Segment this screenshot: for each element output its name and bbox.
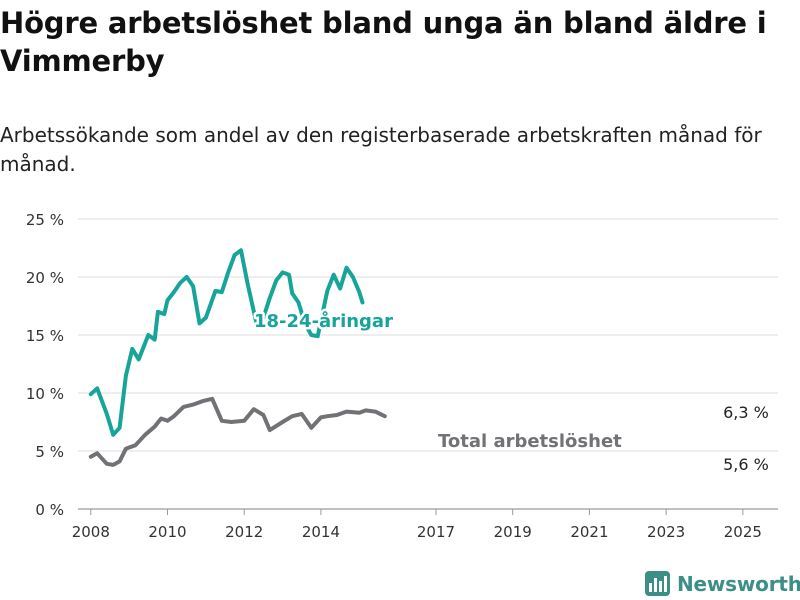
x-tick-label: 2008	[72, 523, 110, 541]
y-tick-label: 0 %	[35, 501, 64, 519]
chart-subtitle: Arbetssökande som andel av den registerb…	[0, 123, 762, 176]
x-tick-label: 2021	[570, 523, 608, 541]
chart-title: Högre arbetslöshet bland unga än bland ä…	[0, 6, 767, 78]
series-line-total-arbetsl-shet	[88, 396, 387, 467]
series-label-total: Total arbetslöshet	[438, 431, 622, 452]
y-tick-label: 5 %	[35, 443, 64, 461]
x-tick-label: 2010	[148, 523, 186, 541]
end-label-total: 5,6 %	[723, 455, 769, 474]
series-label-youth: 18-24-åringar	[254, 310, 393, 332]
x-axis-ticks: 2008 2010 2012 2014 2017 2019 2021 2023 2025	[72, 509, 762, 541]
gridlines	[78, 218, 778, 510]
x-tick-label: 2017	[417, 523, 455, 541]
series-labels: 18-24-åringar Total arbetslöshet 6,3 % 5,6 …	[252, 308, 771, 477]
series-line-18-24-ringar	[88, 248, 365, 437]
brand-name: Newsworthy	[677, 571, 800, 596]
x-tick-label: 2025	[724, 523, 762, 541]
y-tick-label: 20 %	[26, 269, 64, 287]
y-tick-label: 15 %	[26, 327, 64, 345]
x-tick-label: 2014	[302, 523, 340, 541]
newsworthy-logo-icon	[645, 571, 670, 596]
x-tick-label: 2023	[647, 523, 685, 541]
end-label-youth: 6,3 %	[723, 403, 769, 422]
series-lines	[88, 248, 387, 467]
x-tick-label: 2012	[225, 523, 263, 541]
y-tick-label: 10 %	[26, 385, 64, 403]
newsworthy-logo: Newsworthy	[644, 570, 800, 597]
y-axis-ticks: 0 % 5 % 10 % 15 % 20 % 25 %	[26, 211, 64, 519]
y-tick-label: 25 %	[26, 211, 64, 229]
x-tick-label: 2019	[494, 523, 532, 541]
